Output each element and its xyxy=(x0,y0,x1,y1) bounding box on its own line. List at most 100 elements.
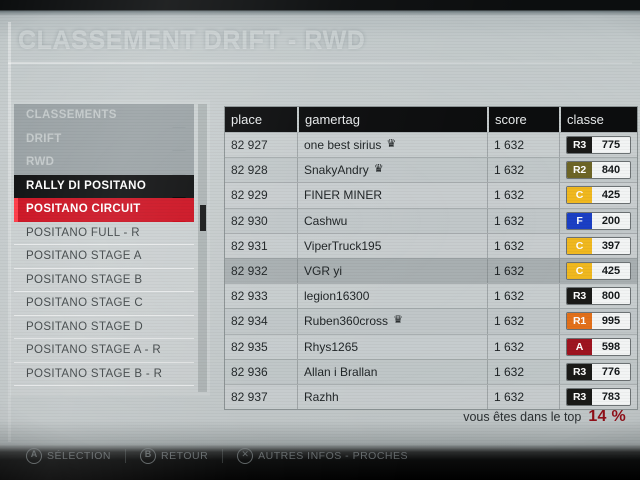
table-row[interactable]: 82 927 one best sirius ♛ 1 632 R3 775 xyxy=(225,132,637,158)
table-row[interactable]: 82 932 VGR yi 1 632 C 425 xyxy=(225,257,637,284)
table-row[interactable]: 82 930 Cashwu 1 632 F 200 xyxy=(225,207,637,233)
cell-gamertag: Razhh xyxy=(297,384,487,410)
class-badge: R3 783 xyxy=(566,387,631,406)
class-badge: R2 840 xyxy=(566,161,631,180)
cell-gamertag: FINER MINER xyxy=(297,183,487,208)
sidebar-breadcrumb-1[interactable]: DRIFT xyxy=(14,127,194,151)
cell-gamertag: Ruben360cross ♛ xyxy=(297,309,487,334)
chevron-down-icon xyxy=(172,150,186,151)
cell-score: 1 632 xyxy=(487,384,559,410)
button-prompt-label: RETOUR xyxy=(161,450,209,462)
sidebar-item-2[interactable]: POSITANO STAGE B xyxy=(14,269,194,292)
chevron-down-icon xyxy=(172,220,186,222)
cell-gamertag: one best sirius ♛ xyxy=(297,133,487,158)
gamertag-text: ViperTruck195 xyxy=(304,238,382,253)
cell-classe: R3 775 xyxy=(559,133,637,158)
class-badge-level: R3 xyxy=(567,388,592,405)
cell-score: 1 632 xyxy=(487,158,559,183)
cell-score: 1 632 xyxy=(487,183,559,208)
cell-classe: R3 776 xyxy=(559,359,637,384)
class-badge-level: F xyxy=(567,212,592,229)
table-row[interactable]: 82 933 legion16300 1 632 R3 800 xyxy=(225,283,637,309)
button-prompt-label: AUTRES INFOS - PROCHES xyxy=(258,450,409,462)
class-badge-value: 200 xyxy=(592,212,630,229)
gamertag-text: VGR yi xyxy=(304,264,343,279)
button-prompt-a[interactable]: A SÉLECTION xyxy=(26,448,111,464)
title-divider xyxy=(8,62,632,64)
class-badge-value: 776 xyxy=(592,363,630,380)
column-header-score: score xyxy=(487,107,559,132)
sidebar-breadcrumb-3[interactable]: RALLY DI POSITANO xyxy=(14,174,194,198)
sidebar-item-6[interactable]: POSITANO STAGE B - R xyxy=(14,363,194,386)
class-badge-level: C xyxy=(567,187,592,204)
cell-score: 1 632 xyxy=(487,309,559,334)
top-percentile-text: vous êtes dans le top 14 % xyxy=(463,408,626,426)
gamertag-text: SnakyAndry xyxy=(304,163,369,178)
chevron-down-icon xyxy=(172,126,186,128)
table-body: 82 927 one best sirius ♛ 1 632 R3 775 82 928 Sn… xyxy=(225,132,637,410)
button-glyph-b-icon: B xyxy=(140,448,157,464)
class-badge-value: 397 xyxy=(592,237,630,254)
cell-gamertag: legion16300 xyxy=(297,284,487,309)
sidebar-item-label: POSITANO STAGE A xyxy=(26,250,142,262)
cell-classe: A 598 xyxy=(559,334,637,359)
top-percentile-label: vous êtes dans le top xyxy=(463,410,582,424)
sidebar-item-3[interactable]: POSITANO STAGE C xyxy=(14,292,194,316)
cell-score: 1 632 xyxy=(487,334,559,359)
gamertag-text: Allan i Brallan xyxy=(304,364,378,379)
class-badge-level: R3 xyxy=(567,288,592,305)
table-row[interactable]: 82 928 SnakyAndry ♛ 1 632 R2 840 xyxy=(225,157,637,183)
class-badge: C 425 xyxy=(566,262,631,281)
crown-icon: ♛ xyxy=(373,162,384,175)
top-percentile-value: 14 % xyxy=(588,408,626,425)
cell-classe: C 397 xyxy=(559,233,637,258)
sidebar-item-4[interactable]: POSITANO STAGE D xyxy=(14,316,194,339)
cell-gamertag: ViperTruck195 xyxy=(297,233,487,258)
chevron-down-icon xyxy=(172,173,186,175)
gamertag-text: Rhys1265 xyxy=(304,339,359,354)
table-row[interactable]: 82 929 FINER MINER 1 632 C 425 xyxy=(225,182,637,208)
class-badge: R3 800 xyxy=(566,287,631,306)
table-row[interactable]: 82 937 Razhh 1 632 R3 783 xyxy=(225,383,637,410)
gamertag-text: Cashwu xyxy=(304,213,348,228)
column-header-classe: classe xyxy=(559,107,637,132)
cell-place: 82 929 xyxy=(231,188,268,203)
class-badge-value: 425 xyxy=(592,187,630,204)
cell-place: 82 933 xyxy=(231,289,268,304)
sidebar-breadcrumb-2[interactable]: RWD xyxy=(14,151,194,175)
sidebar-scrollbar-track[interactable] xyxy=(198,104,207,392)
table-row[interactable]: 82 935 Rhys1265 1 632 A 598 xyxy=(225,333,637,359)
sidebar-item-0[interactable]: POSITANO FULL - R xyxy=(14,222,194,245)
sidebar: CLASSEMENTS DRIFT RWD RALLY DI POSITANO POSI… xyxy=(14,104,194,394)
cell-gamertag: VGR yi xyxy=(297,258,487,284)
class-badge-level: C xyxy=(567,237,592,254)
cell-place: 82 936 xyxy=(231,364,268,379)
sidebar-item-1[interactable]: POSITANO STAGE A xyxy=(14,245,194,269)
table-row[interactable]: 82 931 ViperTruck195 1 632 C 397 xyxy=(225,232,637,258)
cell-gamertag: Rhys1265 xyxy=(297,334,487,359)
cell-score: 1 632 xyxy=(487,133,559,158)
sidebar-breadcrumb-0[interactable]: CLASSEMENTS xyxy=(14,104,194,128)
cell-score: 1 632 xyxy=(487,208,559,233)
cell-classe: R1 995 xyxy=(559,309,637,334)
table-row[interactable]: 82 934 Ruben360cross ♛ 1 632 R1 995 xyxy=(225,308,637,334)
cell-score: 1 632 xyxy=(487,359,559,384)
class-badge-value: 840 xyxy=(592,162,630,179)
class-badge-level: R3 xyxy=(567,137,592,154)
button-prompt-✕[interactable]: ✕ AUTRES INFOS - PROCHES xyxy=(237,448,408,464)
cell-place: 82 932 xyxy=(231,264,268,279)
crown-icon: ♛ xyxy=(386,137,397,150)
sidebar-item-5[interactable]: POSITANO STAGE A - R xyxy=(14,339,194,363)
cell-place: 82 931 xyxy=(231,238,268,253)
table-row[interactable]: 82 936 Allan i Brallan 1 632 R3 776 xyxy=(225,358,637,384)
cell-classe: R3 800 xyxy=(559,284,637,309)
sidebar-breadcrumb-4[interactable]: POSITANO CIRCUIT xyxy=(14,198,194,222)
sidebar-scrollbar-thumb[interactable] xyxy=(200,205,206,231)
sidebar-breadcrumb-label: CLASSEMENTS xyxy=(26,109,117,121)
gamertag-text: Razhh xyxy=(304,389,339,404)
crown-icon: ♛ xyxy=(393,313,403,326)
button-prompt-b[interactable]: B RETOUR xyxy=(140,448,208,464)
cell-classe: R3 783 xyxy=(559,384,637,410)
gamertag-text: legion16300 xyxy=(304,289,370,304)
